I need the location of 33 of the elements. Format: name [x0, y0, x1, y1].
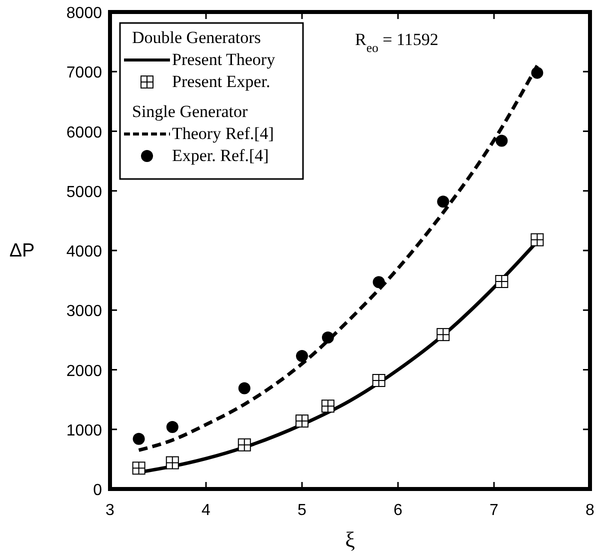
y-tick-label: 8000: [66, 5, 102, 22]
point: [372, 276, 385, 288]
annotation: R$_{eo}$ = 11592: [355, 30, 438, 55]
y-tick-label: 3000: [66, 303, 102, 320]
x-tick-label: 3: [106, 502, 115, 519]
x-tick-label: 7: [490, 502, 499, 519]
point: [496, 134, 508, 147]
point: [132, 432, 145, 445]
annotation: Double Generators: [132, 28, 261, 47]
x-tick-label: 8: [586, 502, 595, 519]
y-tick-label: 2000: [66, 362, 102, 380]
legend-label: Present Exper.: [172, 72, 270, 91]
point: [166, 420, 178, 433]
legend-label: Present Theory: [172, 50, 276, 69]
y-tick-label: 7000: [66, 64, 102, 82]
x-tick-label: 4: [202, 502, 211, 519]
point: [531, 66, 544, 79]
point: [322, 332, 334, 344]
x-tick-label: 6: [394, 502, 403, 519]
annotation: Single Generator: [132, 102, 248, 121]
legend-label: Exper. Ref.[4]: [172, 146, 269, 165]
x-axis-title: ξ: [345, 527, 356, 552]
y-tick-label: 5000: [66, 184, 102, 201]
y-axis-title: ΔP: [9, 240, 35, 262]
y-tick-label: 0: [93, 482, 102, 499]
y-tick-label: 1000: [66, 422, 102, 440]
point: [238, 382, 250, 394]
x-tick-label: 5: [298, 502, 307, 519]
legend-label: Theory Ref.[4]: [172, 124, 274, 143]
y-tick-label: 4000: [66, 244, 102, 260]
y-tick-label: 6000: [66, 124, 102, 142]
point: [437, 196, 450, 208]
point: [296, 350, 308, 362]
